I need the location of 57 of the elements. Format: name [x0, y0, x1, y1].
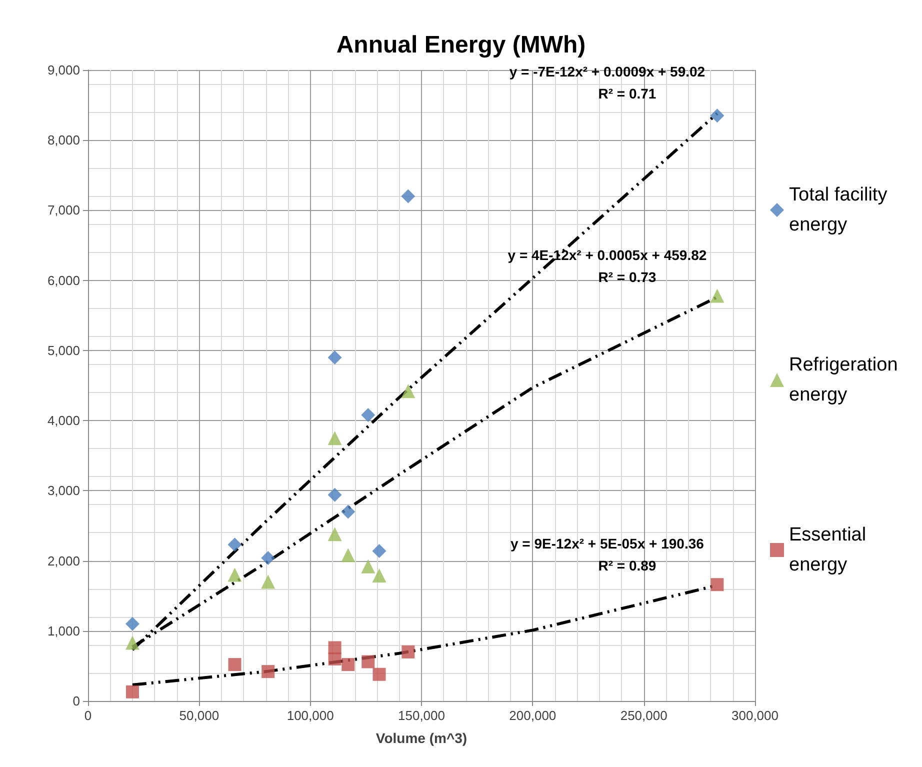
point [341, 548, 356, 562]
x-tick-label: 200,000 [509, 708, 556, 723]
point [341, 504, 356, 519]
x-tick-label: 150,000 [398, 708, 445, 723]
y-tick-label: 3,000 [47, 483, 80, 498]
annotation: y = -7E-12x² + 0.0009x + 59.02 [509, 63, 706, 80]
point [342, 658, 355, 672]
legend-label: Essential energy [789, 524, 872, 576]
x-tick-label: 300,000 [732, 708, 778, 723]
point [328, 488, 342, 502]
point [328, 652, 342, 666]
point [262, 665, 275, 678]
x-tick-label: 0 [84, 708, 92, 723]
x-tick-label: 100,000 [286, 708, 334, 723]
annotation: R² = 0.71 [598, 85, 656, 102]
point [261, 550, 276, 565]
y-tick-label: 6,000 [47, 272, 80, 288]
annotation: R² = 0.73 [598, 269, 656, 286]
point [372, 668, 386, 681]
point [710, 288, 724, 303]
y-tick-label: 8,000 [47, 132, 80, 148]
y-tick-label: 7,000 [47, 202, 80, 218]
point [228, 538, 242, 552]
annotation: R² = 0.89 [598, 557, 656, 574]
point [328, 350, 342, 364]
point [125, 636, 140, 650]
y-tick-label: 2,000 [47, 553, 80, 568]
point [228, 568, 242, 582]
x-tick-label: 50,000 [179, 708, 220, 723]
point [328, 431, 342, 446]
point [228, 658, 242, 672]
x-tick-label: 250,000 [620, 708, 668, 723]
point [361, 559, 376, 574]
y-tick-label: 0 [72, 694, 80, 708]
point [401, 189, 416, 204]
point [261, 574, 276, 589]
point [328, 527, 342, 542]
point [710, 578, 724, 592]
annotation: y = 9E-12x² + 5E-05x + 190.36 [510, 535, 704, 552]
x-axis-title: Volume (m^3) [376, 730, 468, 746]
legend-label: Refrigeration energy [789, 354, 904, 406]
y-tick-label: 1,000 [47, 623, 80, 638]
point [126, 685, 139, 698]
point [372, 544, 386, 558]
point [125, 616, 140, 631]
y-tick-label: 9,000 [47, 62, 80, 78]
point [401, 384, 416, 398]
chart-title: Annual Energy (MWh) [336, 32, 586, 58]
point [402, 645, 415, 658]
legend-label: Total facility energy [789, 184, 892, 236]
point [710, 108, 724, 123]
y-tick-label: 4,000 [47, 413, 80, 428]
y-tick-label: 5,000 [47, 342, 80, 358]
point [361, 408, 376, 422]
point [362, 655, 375, 668]
point [372, 568, 386, 582]
annotation: y = 4E-12x² + 0.0005x + 459.82 [508, 247, 707, 264]
